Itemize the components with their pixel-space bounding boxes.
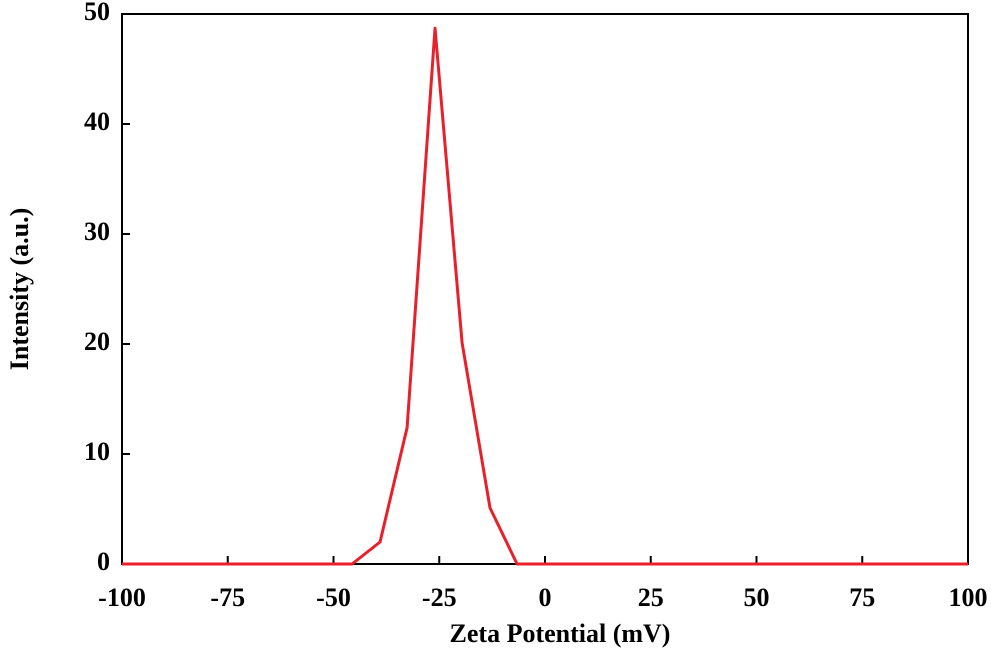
x-tick-label: 100 [949, 583, 988, 612]
x-axis-label: Zeta Potential (mV) [450, 619, 671, 648]
plot-frame [121, 13, 969, 565]
y-axis-label: Intensity (a.u.) [5, 208, 34, 371]
y-tick-label: 40 [84, 107, 110, 136]
y-tick-label: 0 [97, 547, 110, 576]
x-tick-label: 75 [849, 583, 875, 612]
x-tick-label: -50 [316, 583, 351, 612]
x-tick-label: 0 [539, 583, 552, 612]
x-tick-label: -75 [210, 583, 245, 612]
x-tick-label: -25 [422, 583, 457, 612]
y-tick-label: 20 [84, 327, 110, 356]
y-tick-label: 30 [84, 217, 110, 246]
data-line [122, 26, 968, 566]
x-tick-label: 25 [638, 583, 664, 612]
x-tick-label: -100 [98, 583, 146, 612]
y-tick-label: 10 [84, 437, 110, 466]
x-tick-label: 50 [744, 583, 770, 612]
y-tick-label: 50 [84, 0, 110, 26]
